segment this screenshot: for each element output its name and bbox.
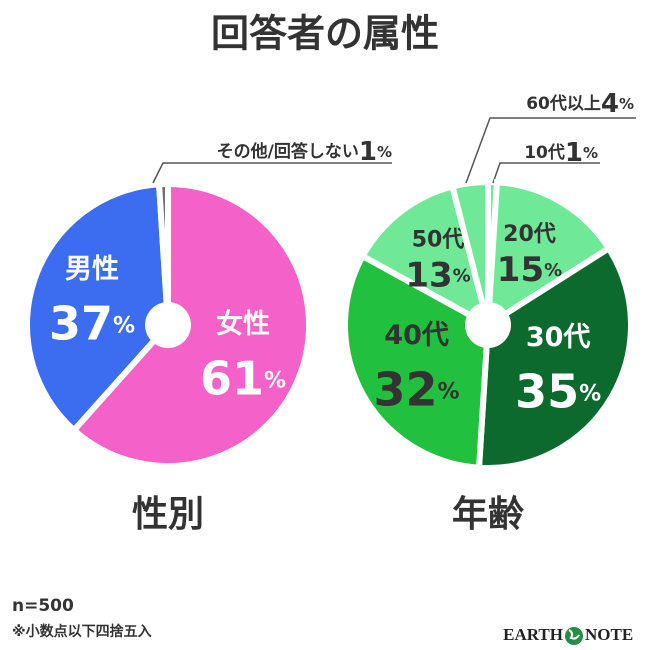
value-unit: % xyxy=(264,369,286,394)
value-number: 4 xyxy=(601,89,619,119)
slice-name: 10代 xyxy=(524,142,565,163)
slice-name: 30代 xyxy=(526,322,591,353)
slice-value: 35% xyxy=(515,364,601,418)
pie-slice xyxy=(475,244,634,471)
value-unit: % xyxy=(619,95,634,113)
slice-value: 15% xyxy=(497,249,562,289)
pie-slice xyxy=(342,252,492,471)
pie-slice xyxy=(484,179,613,331)
slice-name: 50代 xyxy=(412,228,465,253)
value-unit: % xyxy=(583,144,598,162)
slice-value: 13% xyxy=(405,255,470,295)
donut-hole xyxy=(145,302,191,348)
pie-slice xyxy=(69,180,312,469)
chart-title: 年齢 xyxy=(452,494,524,535)
page-title: 回答者の属性 xyxy=(211,12,439,56)
slice-label: 10代1% xyxy=(524,138,598,168)
value-number: 13 xyxy=(405,255,452,295)
slice-name: 男性 xyxy=(65,254,119,285)
value-number: 1 xyxy=(359,137,377,167)
pie-slice xyxy=(155,180,171,326)
value-number: 37 xyxy=(49,296,113,350)
value-number: 1 xyxy=(565,138,583,168)
slice-value: 4% xyxy=(601,89,634,119)
chart-title: 性別 xyxy=(132,494,204,535)
pie-slice xyxy=(358,182,493,331)
footnote: ※小数点以下四捨五入 xyxy=(12,623,152,640)
slice-value: 32% xyxy=(374,362,460,416)
slice-name: 女性 xyxy=(216,308,270,340)
value-unit: % xyxy=(453,266,471,287)
logo-right: NOTE xyxy=(585,625,633,644)
logo-globe xyxy=(565,627,583,645)
slice-label: 60代以上4% xyxy=(526,89,634,119)
logo-left: EARTH xyxy=(503,625,563,644)
value-unit: % xyxy=(544,260,562,281)
pie-slice xyxy=(24,181,172,435)
slice-name: 20代 xyxy=(503,222,556,247)
leader-line xyxy=(465,117,636,184)
slice-value: 1% xyxy=(359,137,392,167)
value-number: 61 xyxy=(200,351,264,405)
leader-line xyxy=(152,162,392,184)
slice-value: 37% xyxy=(49,296,135,350)
pie-slice xyxy=(448,178,491,326)
value-unit: % xyxy=(579,381,601,406)
slice-label: その他/回答しない1% xyxy=(217,137,392,167)
donut-hole xyxy=(465,302,511,348)
slice-value: 1% xyxy=(565,138,598,168)
value-unit: % xyxy=(377,143,392,161)
value-unit: % xyxy=(438,379,460,404)
slice-name: 40代 xyxy=(384,320,449,351)
logo-globe-land xyxy=(568,629,580,640)
slice-value: 61% xyxy=(200,351,286,405)
slice-name: 60代以上 xyxy=(526,93,601,114)
value-number: 35 xyxy=(515,364,579,418)
value-number: 15 xyxy=(497,249,544,289)
value-number: 32 xyxy=(374,362,438,416)
value-unit: % xyxy=(113,314,135,339)
sample-size: n=500 xyxy=(12,596,74,616)
leader-line xyxy=(492,162,600,184)
slice-name: その他/回答しない xyxy=(217,141,359,162)
